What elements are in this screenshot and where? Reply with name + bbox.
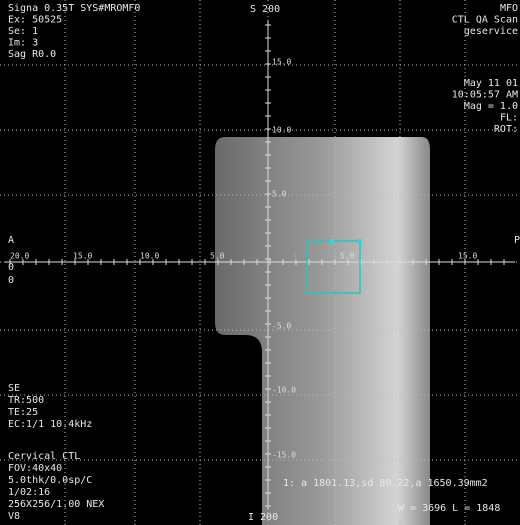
- ruler-label: 15.0: [272, 58, 291, 67]
- ruler-label: 5.0: [210, 252, 225, 261]
- roi-handle[interactable]: [330, 239, 334, 243]
- side-text: 0: [8, 262, 14, 273]
- ruler-label: -15.0: [272, 451, 296, 460]
- info-text: Mag = 1.0: [464, 101, 518, 112]
- roi-label: 1: [292, 252, 298, 263]
- info-text: EC:1/1 10.4kHz: [8, 419, 92, 430]
- info-text: geservice: [464, 26, 518, 37]
- roi-stats: 1: a 1801.13,sd 80.22,a 1650.39mm2: [283, 478, 488, 489]
- info-text: Signa 0.35T SYS#MROMF0: [8, 3, 140, 14]
- info-text: TR:500: [8, 395, 44, 406]
- info-text: Ex: 50525: [8, 15, 62, 26]
- ruler-label: -5.0: [272, 322, 291, 331]
- info-text: 5.0thk/0.0sp/C: [8, 475, 92, 486]
- info-text: ROT:: [494, 124, 518, 135]
- info-text: May 11 01: [464, 78, 518, 89]
- ruler-label: 5.0: [340, 252, 355, 261]
- ruler-label: 20.0: [10, 252, 29, 261]
- info-text: 1/02:16: [8, 487, 50, 498]
- window-level: W = 3696 L = 1848: [398, 503, 500, 514]
- info-text: Im: 3: [8, 38, 38, 49]
- side-text: A: [8, 235, 14, 246]
- side-left: A 0 0: [8, 235, 14, 286]
- bottom-label: I 200: [248, 512, 278, 523]
- info-text: SE: [8, 383, 20, 394]
- info-text: 10:05:57 AM: [452, 89, 518, 100]
- info-text: CTL QA Scan: [452, 15, 518, 26]
- ruler-label: 10.0: [272, 126, 291, 135]
- info-text: Se: 1: [8, 26, 38, 37]
- info-text: FL:: [500, 112, 518, 123]
- horizontal-ruler: 20.0 15.0 10.0 5.0 5.0 15.0: [10, 252, 477, 261]
- ruler-label: 10.0: [140, 252, 159, 261]
- ruler-label: 5.0: [272, 190, 287, 199]
- roi-handle[interactable]: [357, 239, 362, 244]
- ruler-label: -10.0: [272, 386, 296, 395]
- info-text: FOV:40x40: [8, 463, 62, 474]
- side-text: 0: [8, 275, 14, 286]
- top-label: S 200: [250, 4, 280, 15]
- ruler-label: 15.0: [73, 252, 92, 261]
- info-text: Sag R0.0: [8, 49, 56, 60]
- side-right: P: [514, 235, 520, 246]
- info-text: TE:25: [8, 407, 38, 418]
- vertical-ruler: 15.0 10.0 5.0 -5.0 -10.0 -15.0: [272, 58, 296, 460]
- info-text: MFO: [500, 3, 518, 14]
- ruler-label: 15.0: [458, 252, 477, 261]
- info-text: V8: [8, 511, 20, 522]
- info-text: 256X256/1.00 NEX: [8, 499, 104, 510]
- info-text: Cervical CTL: [8, 451, 80, 462]
